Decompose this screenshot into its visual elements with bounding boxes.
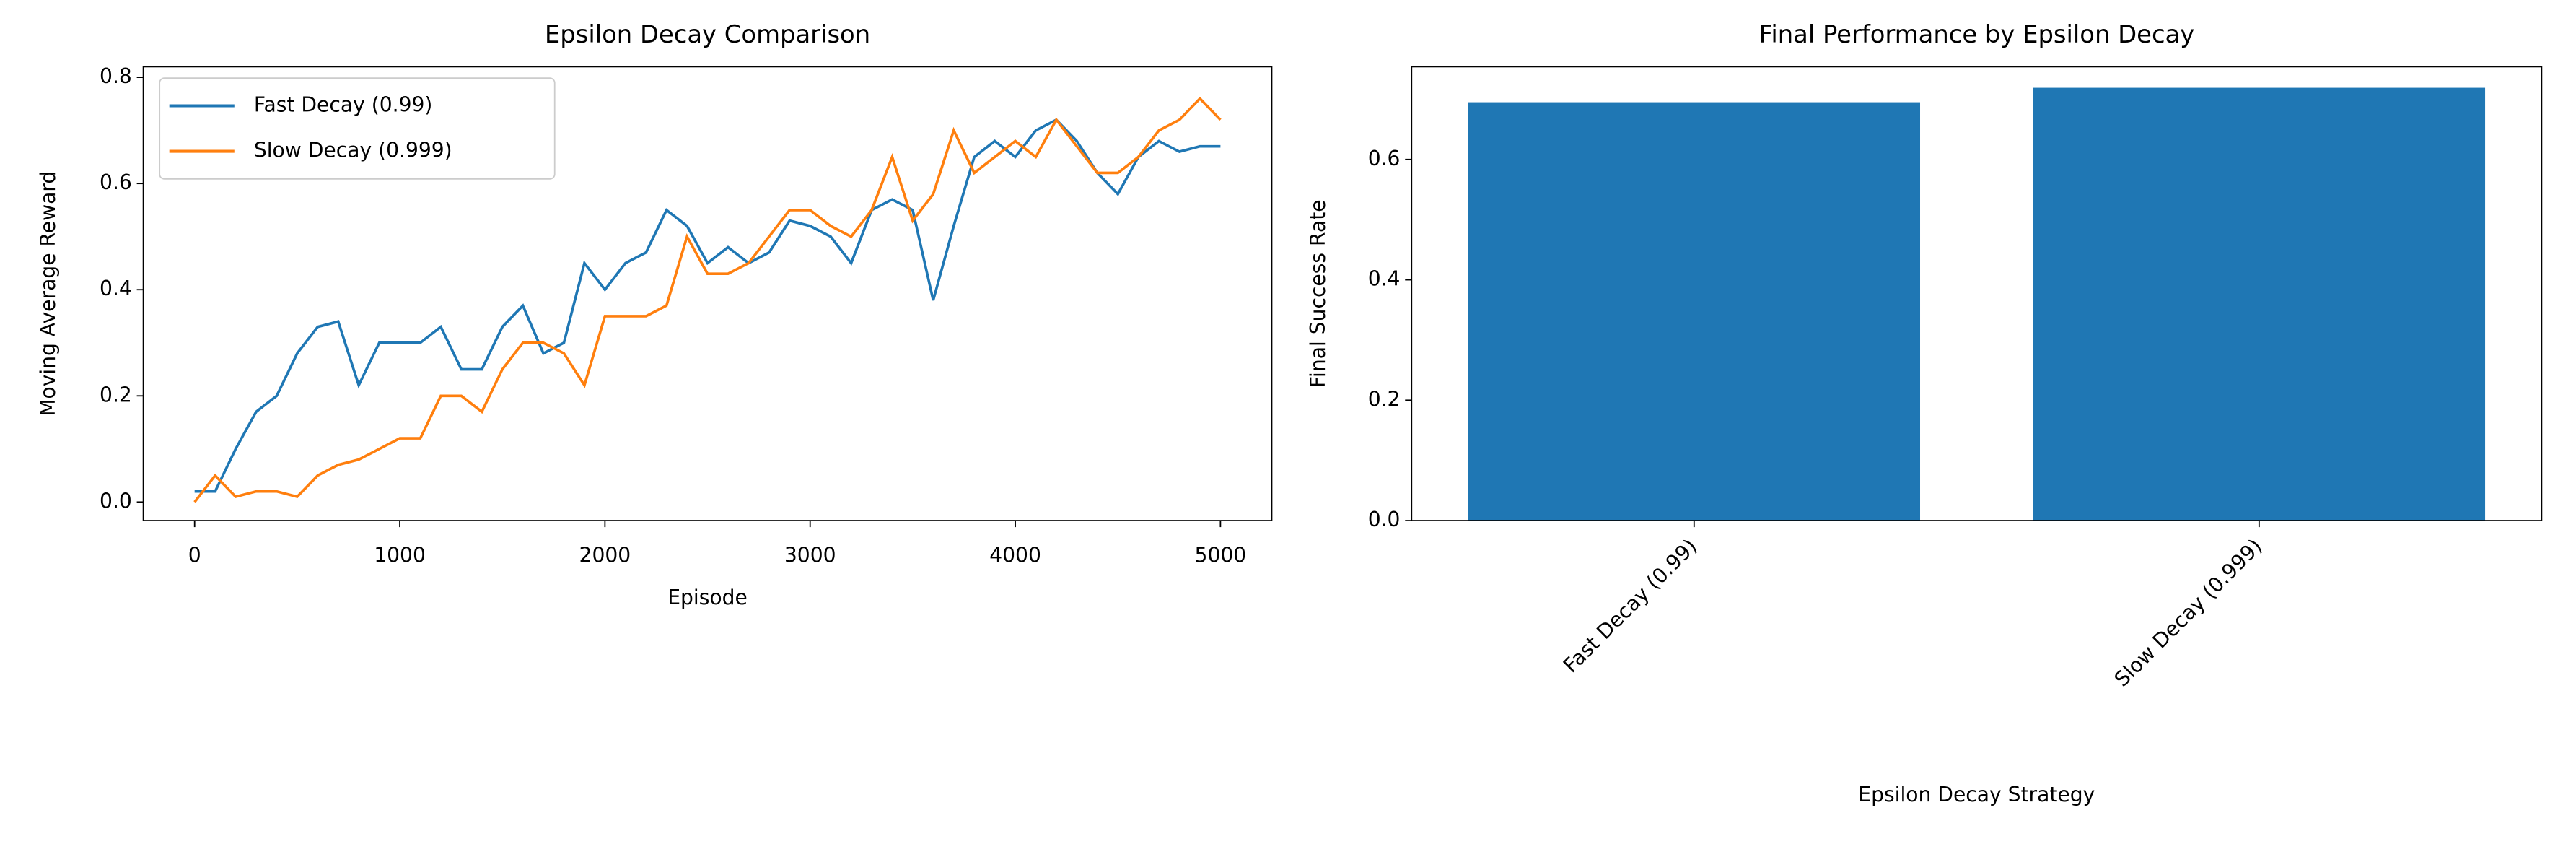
series-line xyxy=(194,118,1221,493)
x-axis-label: Episode xyxy=(667,586,748,609)
y-tick-label: 0.8 xyxy=(100,64,132,88)
x-tick-label: 0 xyxy=(188,544,201,567)
y-tick-label: 0.2 xyxy=(1368,387,1401,411)
legend-label: Fast Decay (0.99) xyxy=(254,92,433,116)
y-tick-label: 0.0 xyxy=(1368,508,1401,531)
bar xyxy=(2033,87,2486,521)
y-tick-label: 0.6 xyxy=(1368,147,1401,170)
y-tick-label: 0.0 xyxy=(100,489,132,513)
x-tick-label: Fast Decay (0.99) xyxy=(1559,534,1701,677)
chart-title: Epsilon Decay Comparison xyxy=(545,20,870,48)
x-tick-label: 4000 xyxy=(989,544,1041,567)
y-axis-label: Moving Average Reward xyxy=(36,171,60,417)
chart-title: Final Performance by Epsilon Decay xyxy=(1758,20,2194,48)
axes-frame xyxy=(1411,66,2543,521)
legend-box xyxy=(159,77,556,180)
x-axis-label: Epsilon Decay Strategy xyxy=(1858,783,2095,806)
y-tick-label: 0.4 xyxy=(1368,267,1401,291)
y-tick-label: 0.6 xyxy=(100,170,132,194)
legend-label: Slow Decay (0.999) xyxy=(254,139,452,162)
y-tick-label: 0.2 xyxy=(100,383,132,406)
x-tick-label: 5000 xyxy=(1195,544,1247,567)
y-axis-label: Final Success Rate xyxy=(1306,199,1330,388)
series-line xyxy=(193,96,1222,503)
x-tick-label: Slow Decay (0.999) xyxy=(2110,534,2267,692)
bar xyxy=(1468,102,1921,521)
y-tick-label: 0.4 xyxy=(100,277,132,300)
x-tick-label: 2000 xyxy=(579,544,631,567)
x-tick-label: 1000 xyxy=(374,544,426,567)
x-tick-label: 3000 xyxy=(784,544,836,567)
axes-frame xyxy=(142,66,1273,521)
